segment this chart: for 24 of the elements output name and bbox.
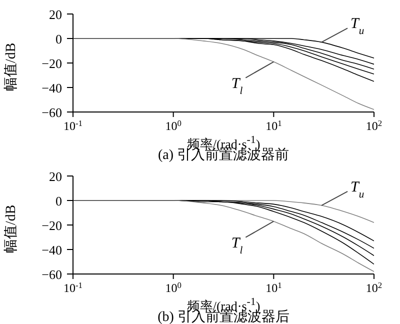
series-label: T$_{l}$ <box>231 76 243 96</box>
y-tick-label: −20 <box>42 56 62 71</box>
y-tick-label: −20 <box>42 218 62 233</box>
series-label: T$_{u}$ <box>350 179 364 200</box>
y-axis-title: 幅值/dB <box>2 204 19 253</box>
y-tick-label: −60 <box>42 105 62 120</box>
y-tick-label: −40 <box>42 242 62 258</box>
x-tick-label: 10$^{1}$ <box>266 280 282 295</box>
x-tick-label: 10$^{2}$ <box>366 280 382 295</box>
y-tick-label: 20 <box>49 7 62 22</box>
y-tick-label: 0 <box>56 32 62 46</box>
x-tick-label: 10$^{-1}$ <box>64 280 82 295</box>
y-axis-title: 幅值/dB <box>2 42 19 91</box>
x-tick-label: 10$^{2}$ <box>366 118 382 133</box>
series-label: T$_{l}$ <box>231 235 243 256</box>
series-label: T$_{u}$ <box>350 16 364 37</box>
x-tick-label: 10$^{-1}$ <box>64 118 82 133</box>
x-tick-label: 10$^{0}$ <box>165 118 182 133</box>
x-tick-label: 10$^{1}$ <box>266 118 282 133</box>
y-tick-label: 0 <box>56 194 62 208</box>
y-tick-label: −60 <box>42 267 62 282</box>
y-tick-label: −40 <box>42 80 62 96</box>
x-tick-label: 10$^{0}$ <box>165 280 182 295</box>
y-tick-label: 20 <box>49 169 62 184</box>
